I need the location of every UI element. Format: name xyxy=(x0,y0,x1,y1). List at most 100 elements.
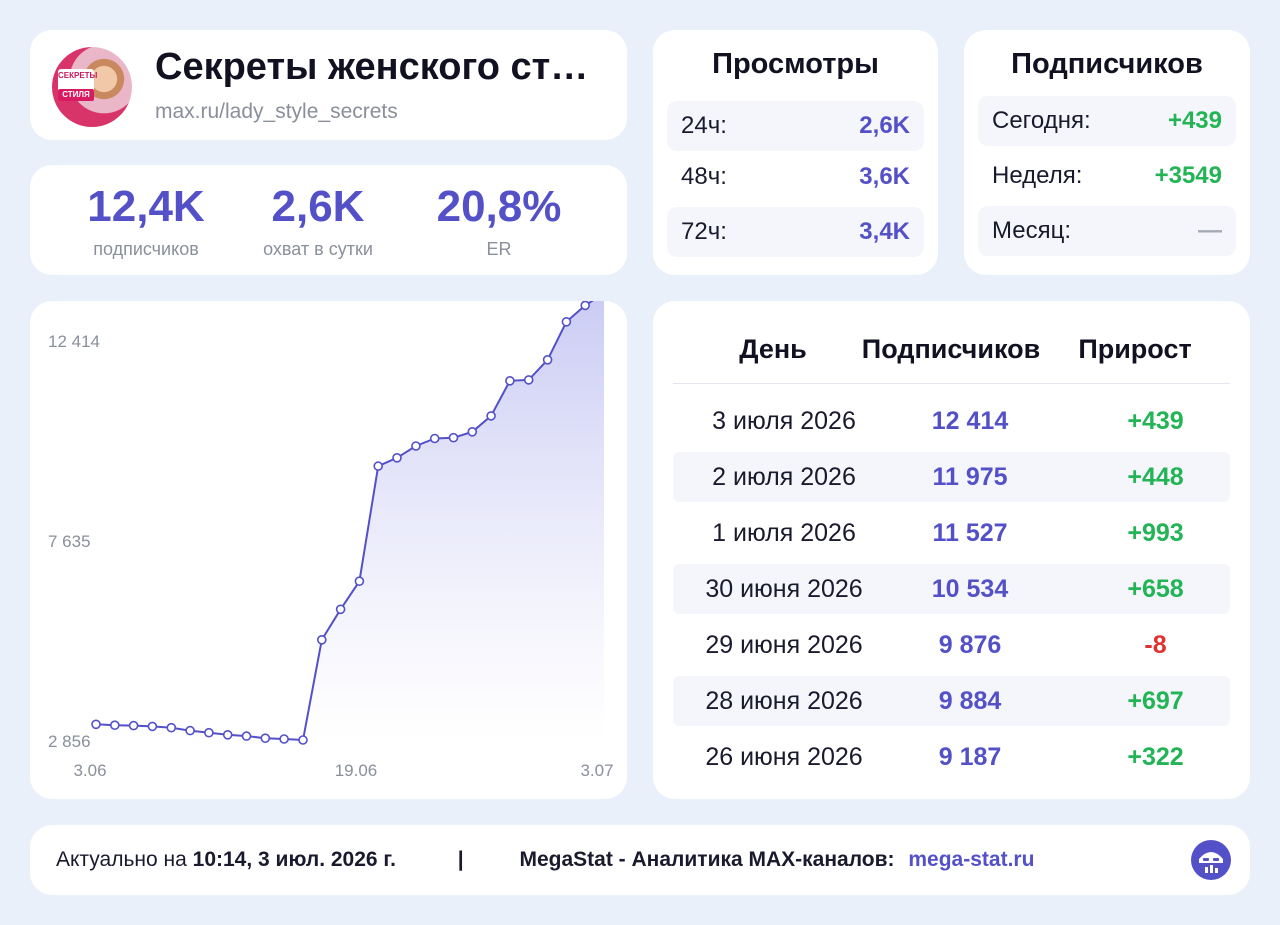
chart-point[interactable] xyxy=(505,376,515,386)
chart-point[interactable] xyxy=(110,720,120,731)
y-tick-label: 2 856 xyxy=(48,732,91,751)
chart-point[interactable] xyxy=(486,411,496,421)
chart-point[interactable] xyxy=(354,576,365,587)
row-day: 29 июня 2026 xyxy=(705,631,863,659)
chart-point[interactable] xyxy=(335,604,346,615)
row-day: 3 июля 2026 xyxy=(712,407,856,435)
views-row-48h: 48ч: 3,6K xyxy=(667,152,924,202)
chart-point[interactable] xyxy=(185,725,195,736)
chart-point[interactable] xyxy=(128,720,139,731)
stat-reach: 2,6K охват в сутки xyxy=(252,183,384,260)
chart-point[interactable] xyxy=(147,721,158,732)
views-title: Просмотры xyxy=(712,48,879,80)
row-subscribers: 12 414 xyxy=(931,407,1009,435)
subs-row-label: Месяц: xyxy=(992,217,1072,244)
chart-point[interactable] xyxy=(392,453,402,463)
row-growth: +322 xyxy=(1127,743,1184,771)
daily-table-card: День Подписчиков Прирост 3 июля 2026 12 … xyxy=(653,301,1250,799)
subs-row-value: +439 xyxy=(1167,107,1222,134)
views-row-value: 3,6K xyxy=(859,163,910,190)
table-header-day: День xyxy=(739,334,807,364)
table-row: 1 июля 2026 11 527 +993 xyxy=(673,508,1230,558)
chart-point[interactable] xyxy=(448,432,459,443)
channel-title[interactable]: Секреты женского ст… xyxy=(155,46,589,88)
stat-reach-label: охват в сутки xyxy=(263,239,373,259)
subs-row-label: Сегодня: xyxy=(992,107,1091,134)
chart-points xyxy=(91,301,590,745)
subs-row-today: Сегодня: +439 xyxy=(978,96,1236,146)
chart-point[interactable] xyxy=(542,354,553,365)
row-growth: +448 xyxy=(1127,463,1184,491)
x-tick-label: 19.06 xyxy=(335,761,378,780)
chart-point[interactable] xyxy=(523,375,534,385)
avatar-caption-2: СТИЛЯ xyxy=(58,89,94,101)
views-row-value: 3,4K xyxy=(859,218,910,245)
chart-point[interactable] xyxy=(298,735,308,745)
row-day: 26 июня 2026 xyxy=(705,743,863,771)
footer-link[interactable]: mega-stat.ru xyxy=(908,848,1035,871)
subs-row-week: Неделя: +3549 xyxy=(978,151,1236,201)
row-day: 30 июня 2026 xyxy=(705,575,863,603)
footer-text: Актуально на 10:14, 3 июл. 2026 г. | Meg… xyxy=(56,825,1034,895)
chart-line xyxy=(95,301,594,742)
channel-url[interactable]: max.ru/lady_style_secrets xyxy=(155,100,398,123)
views-row-label: 72ч: xyxy=(681,218,727,245)
channel-avatar[interactable]: СЕКРЕТЫ СТИЛЯ xyxy=(52,47,132,127)
subscribers-delta-title: Подписчиков xyxy=(1011,48,1203,80)
footer-timestamp: 10:14, 3 июл. 2026 г. xyxy=(192,848,396,871)
table-header-growth: Прирост xyxy=(1078,334,1192,364)
channel-card: СЕКРЕТЫ СТИЛЯ Секреты женского ст… max.r… xyxy=(30,30,627,140)
views-row-label: 48ч: xyxy=(681,163,727,190)
chart-point[interactable] xyxy=(166,722,177,733)
table-divider xyxy=(673,383,1230,384)
views-row-label: 24ч: xyxy=(681,112,727,139)
table-row: 2 июля 2026 11 975 +448 xyxy=(673,452,1230,502)
row-growth: +697 xyxy=(1127,687,1184,715)
views-card: Просмотры 24ч: 2,6K 48ч: 3,6K 72ч: 3,4K xyxy=(653,30,938,275)
chart-point[interactable] xyxy=(411,441,421,451)
stat-subscribers: 12,4K подписчиков xyxy=(80,183,212,260)
chart-point[interactable] xyxy=(467,427,478,437)
chart-point[interactable] xyxy=(241,731,252,741)
row-subscribers: 9 187 xyxy=(938,743,1002,771)
chart-point[interactable] xyxy=(260,733,271,744)
row-day: 28 июня 2026 xyxy=(705,687,863,715)
row-subscribers: 11 975 xyxy=(932,463,1008,491)
subscribers-chart: 12 414 7 635 2 856 3.06 19.06 3.07 xyxy=(48,301,614,780)
megastat-logo-icon[interactable] xyxy=(1190,839,1232,881)
subs-row-value: +3549 xyxy=(1154,162,1222,189)
subscribers-delta-card: Подписчиков Сегодня: +439 Неделя: +3549 … xyxy=(964,30,1250,275)
footer-separator: | xyxy=(457,848,464,871)
chart-point[interactable] xyxy=(222,729,233,740)
views-row-24h: 24ч: 2,6K xyxy=(667,101,924,151)
subs-row-label: Неделя: xyxy=(992,162,1083,189)
table-row: 30 июня 2026 10 534 +658 xyxy=(673,564,1230,614)
chart-point[interactable] xyxy=(580,301,590,311)
table-header-subscribers: Подписчиков xyxy=(861,334,1041,364)
stat-subscribers-label: подписчиков xyxy=(93,239,199,259)
table-row: 28 июня 2026 9 884 +697 xyxy=(673,676,1230,726)
row-growth: -8 xyxy=(1144,631,1167,659)
row-growth: +658 xyxy=(1127,575,1184,603)
row-subscribers: 9 884 xyxy=(938,687,1002,715)
stat-er-label: ER xyxy=(486,239,512,259)
table-row: 29 июня 2026 9 876 -8 xyxy=(673,620,1230,670)
chart-point[interactable] xyxy=(561,316,572,327)
x-tick-label: 3.07 xyxy=(580,761,613,780)
chart-point[interactable] xyxy=(91,719,101,730)
summary-card: 12,4K подписчиков 2,6K охват в сутки 20,… xyxy=(30,165,627,275)
row-day: 1 июля 2026 xyxy=(712,519,856,547)
stat-er: 20,8% ER xyxy=(424,183,574,260)
chart-point[interactable] xyxy=(429,433,440,444)
footer-prefix: Актуально на xyxy=(56,848,187,871)
y-tick-label: 12 414 xyxy=(48,332,100,351)
y-tick-label: 7 635 xyxy=(48,532,91,551)
table-row: 26 июня 2026 9 187 +322 xyxy=(673,732,1230,782)
subs-row-value: — xyxy=(1198,217,1222,244)
chart-point[interactable] xyxy=(373,461,384,471)
row-subscribers: 9 876 xyxy=(938,631,1002,659)
chart-point[interactable] xyxy=(204,727,214,738)
chart-point[interactable] xyxy=(316,634,327,645)
chart-point[interactable] xyxy=(279,734,289,744)
footer-brand: MegaStat - Аналитика MAX-каналов: xyxy=(519,848,895,871)
